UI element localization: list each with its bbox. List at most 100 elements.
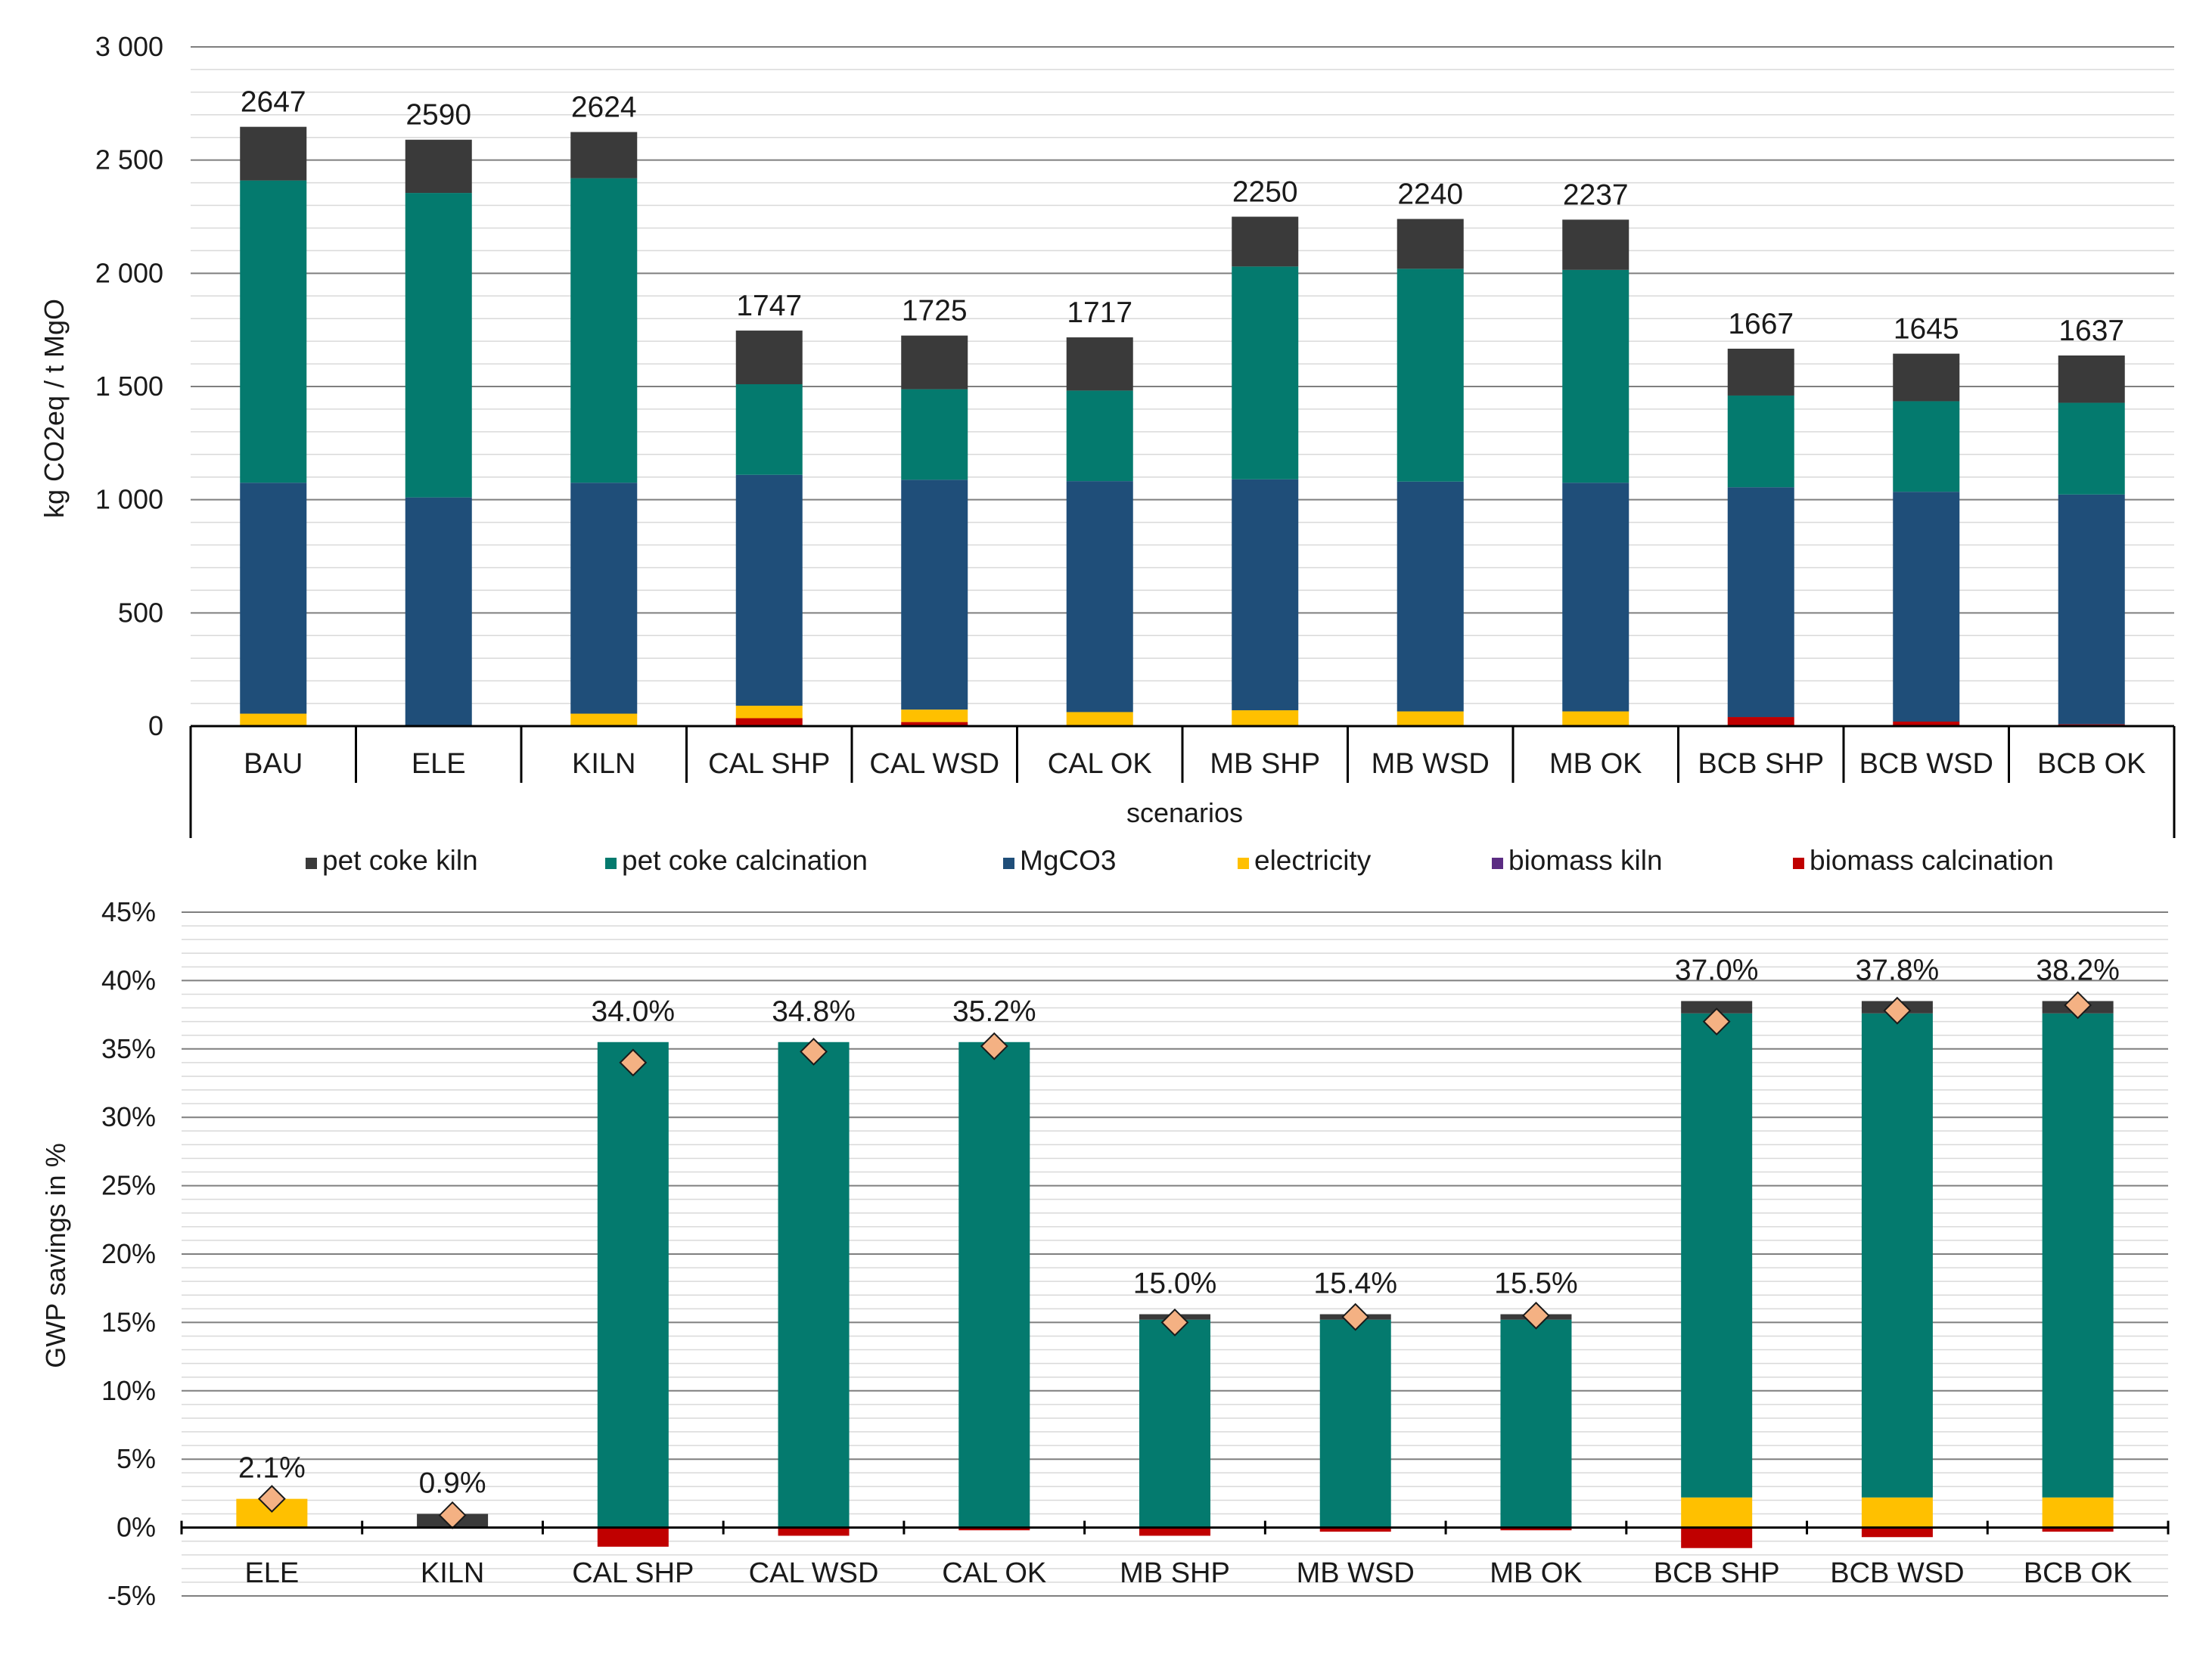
top-bar-segment-biomass-calcination [735, 718, 803, 726]
top-bar-segment-pet-coke-kiln [735, 331, 803, 385]
top-bar-segment-mgco3 [735, 474, 803, 706]
top-bar-segment-pet-coke-kiln [901, 335, 968, 390]
top-bar-segment-pet-coke-kiln [240, 126, 307, 181]
legend-label-biomass-kiln: biomass kiln [1508, 845, 1663, 876]
bottom-bar-segment-biomass-calcination [1139, 1527, 1210, 1536]
bottom-category-label-bcb-ok: BCB OK [2024, 1557, 2133, 1589]
top-bar-segment-pet-coke-kiln [1066, 337, 1133, 391]
bottom-category-label-mb-ok: MB OK [1490, 1557, 1582, 1589]
bottom-category-label-cal-wsd: CAL WSD [749, 1557, 879, 1589]
top-y-tick-label: 500 [118, 597, 163, 628]
top-bar-segment-mgco3 [1727, 487, 1794, 718]
bottom-bar-segment-pet-coke-calcination [958, 1042, 1030, 1528]
top-total-label: 2240 [1397, 178, 1463, 210]
bottom-bar-segment-biomass-calcination [778, 1527, 850, 1536]
top-total-label: 2590 [405, 99, 471, 132]
bottom-bar-segment-biomass-calcination [1861, 1527, 1933, 1538]
bottom-net-savings-label: 15.0% [1133, 1268, 1217, 1300]
bottom-y-tick-label: 5% [117, 1443, 156, 1474]
top-bar-segment-mgco3 [1396, 481, 1464, 712]
bottom-bar-segment-pet-coke-calcination [597, 1042, 669, 1528]
top-category-label-bcb-ok: BCB OK [2037, 748, 2146, 780]
top-category-label-cal-shp: CAL SHP [708, 748, 830, 780]
top-chart-x-axis-title: scenarios [1126, 797, 1243, 828]
bottom-bar-segment-biomass-calcination [1681, 1527, 1753, 1548]
legend-label-electricity: electricity [1254, 845, 1372, 876]
top-total-label: 1717 [1067, 296, 1132, 329]
top-bar-segment-biomass-calcination [901, 722, 968, 726]
bottom-y-tick-label: -5% [107, 1580, 156, 1611]
top-bar-segment-pet-coke-kiln [1727, 349, 1794, 396]
bottom-bar-segment-biomass-calcination [597, 1527, 669, 1547]
bottom-chart-axes: -5% 0% 5% 10% 15% 20% 25% 30% 35% 40% 45% ELE KILN CA… [101, 896, 2170, 1611]
bottom-bar-segment-biomass-calcination [1319, 1527, 1391, 1532]
bottom-net-savings-marker [980, 1032, 1008, 1060]
legend-swatch-electricity [1238, 858, 1249, 869]
bottom-y-tick-label: 15% [101, 1306, 156, 1337]
bottom-bar-segment-pet-coke-calcination [1861, 1013, 1933, 1498]
legend-swatch-pet-coke-calcination [605, 858, 617, 869]
top-bar-segment-pet-coke-calcination [1893, 401, 1960, 492]
top-y-tick-label: 1 000 [95, 484, 163, 515]
top-total-label: 1667 [1728, 308, 1794, 340]
top-chart-emissions: 2647 2590 2624 1747 1725 1717 2250 2240 2237 1667… [39, 31, 2176, 838]
bottom-bar-segment-pet-coke-calcination [1681, 1013, 1753, 1498]
bottom-net-savings-marker [1341, 1302, 1370, 1331]
legend-label-mgco3: MgCO3 [1020, 845, 1116, 876]
top-bar-segment-pet-coke-calcination [1232, 266, 1299, 480]
bottom-net-savings-marker [1522, 1301, 1550, 1330]
top-bar-segment-biomass-calcination [1893, 722, 1960, 726]
top-bar-segment-pet-coke-kiln [405, 139, 472, 194]
top-chart-axes: 0 500 1 000 1 500 2 000 2 500 3 000 BAU ELE KILN C… [95, 31, 2176, 838]
top-category-label-cal-ok: CAL OK [1048, 748, 1152, 780]
bottom-net-savings-marker [1160, 1308, 1189, 1336]
top-bar-segment-pet-coke-calcination [570, 178, 638, 483]
bottom-bar-segment-pet-coke-calcination [1500, 1319, 1572, 1528]
top-bar-segment-pet-coke-kiln [1232, 216, 1299, 267]
top-total-label: 2237 [1563, 179, 1629, 211]
legend-swatch-biomass-kiln [1492, 858, 1503, 869]
top-bar-segment-electricity [901, 709, 968, 722]
bottom-net-savings-label: 15.5% [1494, 1268, 1578, 1300]
top-bar-segment-mgco3 [1232, 479, 1299, 711]
top-bar-segment-pet-coke-calcination [1396, 269, 1464, 482]
bottom-y-tick-label: 10% [101, 1375, 156, 1406]
top-chart-y-axis-title: kg CO2eq / t MgO [39, 299, 70, 518]
top-y-tick-label: 2 500 [95, 144, 163, 175]
bottom-chart-bars: 2.1% 0.9% 34.0% 34.8% 35.2% 15.0% 15.4% 15.5% 37… [236, 955, 2120, 1548]
top-bar-segment-pet-coke-calcination [240, 180, 307, 483]
top-chart-gridlines [191, 46, 2174, 704]
top-category-label-mb-ok: MB OK [1549, 748, 1642, 780]
top-total-label: 1725 [902, 295, 968, 328]
bottom-y-tick-label: 35% [101, 1033, 156, 1064]
top-bar-segment-mgco3 [1562, 483, 1629, 712]
top-bar-segment-electricity [240, 713, 307, 726]
top-category-label-mb-shp: MB SHP [1210, 748, 1320, 780]
top-bar-segment-pet-coke-calcination [2058, 402, 2125, 495]
bottom-category-label-cal-ok: CAL OK [942, 1557, 1046, 1589]
top-bar-segment-pet-coke-calcination [901, 389, 968, 480]
bottom-bar-segment-electricity [2042, 1497, 2114, 1528]
top-bar-segment-pet-coke-calcination [1066, 390, 1133, 482]
bottom-net-savings-label: 37.8% [1856, 955, 1940, 987]
bottom-net-savings-label: 35.2% [952, 995, 1036, 1028]
top-bar-segment-electricity [1562, 711, 1629, 726]
top-total-label: 1747 [736, 290, 802, 322]
top-bar-segment-biomass-calcination [1727, 717, 1794, 726]
bottom-net-savings-label: 38.2% [2036, 955, 2120, 987]
bottom-bar-segment-pet-coke-calcination [2042, 1013, 2114, 1498]
bottom-net-savings-marker [2064, 991, 2092, 1020]
top-bar-segment-pet-coke-kiln [1396, 219, 1464, 269]
legend-swatch-biomass-calcination [1793, 858, 1804, 869]
top-bar-segment-mgco3 [1066, 481, 1133, 712]
top-bar-segment-mgco3 [240, 483, 307, 714]
top-bar-segment-electricity [1232, 710, 1299, 726]
bottom-bar-segment-biomass-calcination [958, 1527, 1030, 1531]
bottom-category-label-mb-shp: MB SHP [1120, 1557, 1230, 1589]
top-total-label: 1637 [2058, 315, 2124, 347]
bottom-net-savings-label: 37.0% [1675, 955, 1759, 987]
legend-label-pet-coke-calcination: pet coke calcination [622, 845, 868, 876]
bottom-bar-segment-electricity [1861, 1497, 1933, 1528]
bottom-category-label-mb-wsd: MB WSD [1297, 1557, 1415, 1589]
